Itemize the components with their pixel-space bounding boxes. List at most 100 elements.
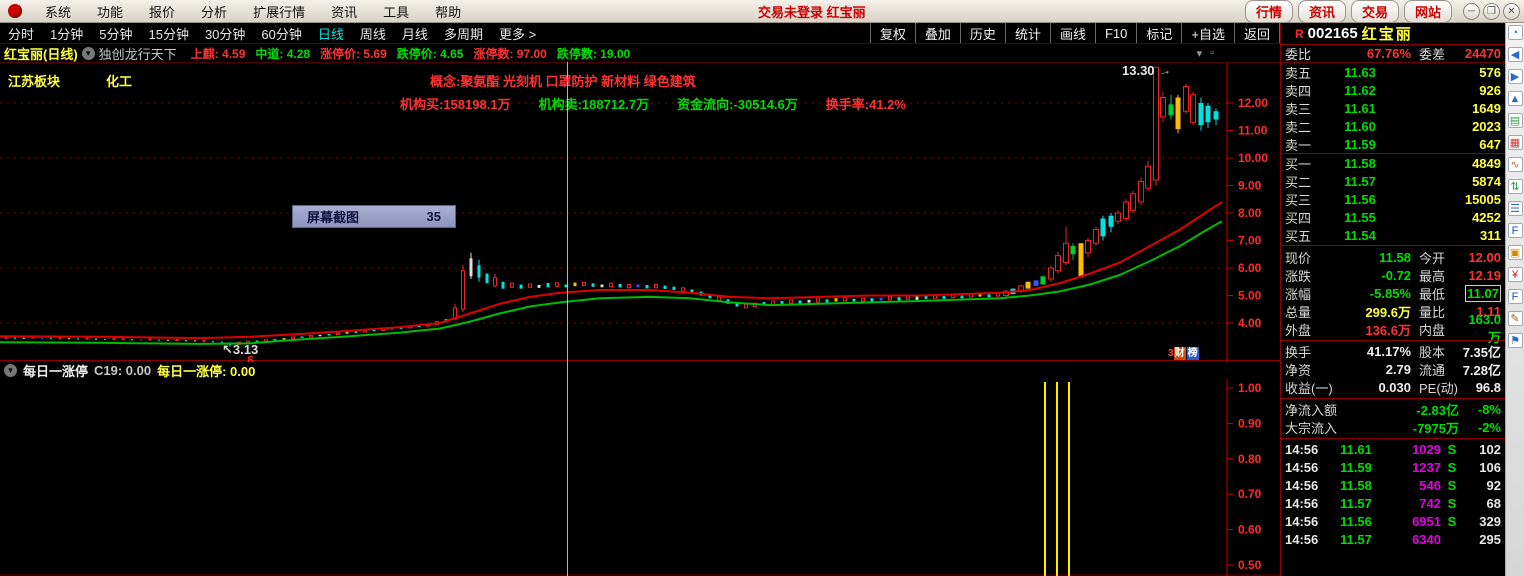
period-tab-1分钟[interactable]: 1分钟 <box>50 26 84 42</box>
calendar-icon[interactable]: ▣ <box>1507 245 1523 260</box>
action-button-复权[interactable]: 复权 <box>869 23 915 43</box>
fund-icon[interactable]: F <box>1507 289 1523 304</box>
level-row[interactable]: 卖三 11.61 1649 <box>1281 99 1505 117</box>
level-row[interactable]: 卖一 11.59 647 <box>1281 135 1505 153</box>
period-tab-周线[interactable]: 周线 <box>359 26 386 42</box>
sector-tag[interactable]: 化工 <box>106 74 133 89</box>
period-tab-15分钟[interactable]: 15分钟 <box>148 26 189 42</box>
level-row[interactable]: 卖四 11.62 926 <box>1281 81 1505 99</box>
candle <box>345 332 349 334</box>
period-tab-5分钟[interactable]: 5分钟 <box>99 26 133 42</box>
level-volume: 5874 <box>1472 173 1501 189</box>
menu-资讯[interactable]: 资讯 <box>331 4 358 20</box>
restore-button[interactable]: ❐ <box>1483 2 1500 20</box>
menu-工具[interactable]: 工具 <box>383 4 410 20</box>
report-icon[interactable]: ▤ <box>1507 113 1523 128</box>
sub-indicator-chart[interactable]: 1.00 0.90 0.80 0.70 0.60 0.50 <box>0 379 1280 576</box>
indicator-name[interactable]: 独创龙行天下 <box>98 46 177 62</box>
f10-icon[interactable]: F <box>1507 223 1523 238</box>
action-button-标记[interactable]: 标记 <box>1136 23 1181 43</box>
action-button-画线[interactable]: 画线 <box>1049 23 1095 43</box>
period-tab-60分钟[interactable]: 60分钟 <box>261 26 302 42</box>
buy-icon[interactable]: ¥ <box>1507 267 1523 282</box>
candle <box>300 336 304 338</box>
tick-row[interactable]: 14:56 11.57 742 S 68 <box>1281 494 1505 512</box>
main-candle-chart[interactable]: 12.00 11.00 10.00 9.00 8.00 7.00 6.00 5.00 4.00 … <box>0 62 1280 368</box>
sub-axis-label: 0.90 <box>1238 416 1262 430</box>
period-tab-月线[interactable]: 月线 <box>401 26 428 42</box>
minimize-button[interactable]: ─ <box>1463 2 1480 20</box>
menu-系统[interactable]: 系统 <box>45 4 72 20</box>
action-button-+自选[interactable]: +自选 <box>1181 23 1234 43</box>
menu-帮助[interactable]: 帮助 <box>435 4 462 20</box>
chart-header: 红宝丽(日线) ▾ 独创龙行天下 上麒: 4.59 中道: 4.28 涨停价: 5.… <box>0 44 1280 62</box>
quote-stock-header[interactable]: R 002165 红宝丽 <box>1281 23 1505 45</box>
news-icon[interactable]: ✎ <box>1507 311 1523 326</box>
stat-label: PE(动) <box>1419 380 1459 396</box>
stat-value: 96.8 <box>1475 379 1501 395</box>
period-tab-多周期[interactable]: 多周期 <box>443 26 483 42</box>
board-icon[interactable]: ☰ <box>1507 201 1523 216</box>
tick-row[interactable]: 14:56 11.58 546 S 92 <box>1281 476 1505 494</box>
close-button[interactable]: ✕ <box>1503 2 1520 20</box>
level-row[interactable]: 买五 11.54 311 <box>1281 226 1505 244</box>
up-icon[interactable]: ▲ <box>1507 91 1523 106</box>
action-button-统计[interactable]: 统计 <box>1004 23 1050 43</box>
compare-icon[interactable]: ⇅ <box>1507 179 1523 194</box>
nav-button-资讯[interactable]: 资讯 <box>1297 0 1346 23</box>
action-button-返回[interactable]: 返回 <box>1233 23 1280 43</box>
back-icon[interactable]: ◀ <box>1507 47 1523 62</box>
chevron-down-icon[interactable]: ▾ <box>81 46 95 60</box>
action-button-叠加[interactable]: 叠加 <box>914 23 960 43</box>
sector-tag[interactable]: 江苏板块 <box>8 74 61 89</box>
candle <box>131 339 133 341</box>
tick-row[interactable]: 14:56 11.61 1029 S 102 <box>1281 440 1505 458</box>
tick-list[interactable]: 14:56 11.61 1029 S 102 14:56 11.59 1237 S 106 14:5… <box>1281 439 1505 548</box>
screenshot-tooltip[interactable]: 屏幕截图 35 <box>292 205 456 228</box>
chevron-down-icon[interactable]: ▾ <box>4 364 17 377</box>
action-button-F10[interactable]: F10 <box>1094 23 1136 43</box>
sub-indicator-name[interactable]: 每日一涨停 <box>23 364 89 379</box>
tick-row[interactable]: 14:56 11.56 6951 S 329 <box>1281 512 1505 530</box>
nav-button-网站[interactable]: 网站 <box>1403 0 1452 23</box>
menu-功能[interactable]: 功能 <box>97 4 124 20</box>
candle <box>112 337 116 340</box>
period-tab-分时[interactable]: 分时 <box>8 26 35 42</box>
pane-collapse-icon[interactable]: ▾ <box>1196 47 1203 60</box>
candle <box>1160 92 1166 123</box>
candle <box>906 295 910 300</box>
sub-chart-svg: 1.00 0.90 0.80 0.70 0.60 0.50 <box>0 379 1280 576</box>
candle <box>158 339 160 341</box>
menu-报价[interactable]: 报价 <box>149 4 176 20</box>
menu-扩展行情[interactable]: 扩展行情 <box>253 4 306 20</box>
candle <box>888 296 892 301</box>
fund-flow-line: 机构买:158198.1万 机构卖:188712.7万 资金流向:-30514.6万… <box>400 94 906 113</box>
forward-icon[interactable]: ▶ <box>1507 69 1523 84</box>
tick-row[interactable]: 14:56 11.57 6340 295 <box>1281 530 1505 548</box>
menu-分析[interactable]: 分析 <box>201 4 228 20</box>
level-volume: 647 <box>1479 136 1501 152</box>
tick-row[interactable]: 14:56 11.59 1237 S 106 <box>1281 458 1505 476</box>
pin-panel-icon[interactable]: ◔ <box>1507 25 1523 40</box>
price-axis-label: 11.00 <box>1238 124 1268 138</box>
tick-price: 11.57 <box>1340 531 1372 547</box>
quote-list-icon[interactable]: ▦ <box>1507 135 1523 150</box>
level-row[interactable]: 买三 11.56 15005 <box>1281 190 1505 208</box>
flag-icon[interactable]: ⚑ <box>1507 333 1523 348</box>
pane-maximize-icon[interactable]: ▫ <box>1210 46 1214 59</box>
nav-button-交易[interactable]: 交易 <box>1350 0 1399 23</box>
action-button-历史[interactable]: 历史 <box>959 23 1005 43</box>
level-label: 买五 <box>1285 228 1312 244</box>
period-tab-日线[interactable]: 日线 <box>317 26 344 42</box>
watermark-logo: 3 财 榜 <box>1168 347 1199 360</box>
level-row[interactable]: 卖二 11.60 2023 <box>1281 117 1505 135</box>
trend-icon[interactable]: ∿ <box>1507 157 1523 172</box>
level-row[interactable]: 卖五 11.63 576 <box>1281 63 1505 81</box>
level-row[interactable]: 买四 11.55 4252 <box>1281 208 1505 226</box>
nav-button-行情[interactable]: 行情 <box>1244 0 1293 23</box>
level-row[interactable]: 买一 11.58 4849 <box>1281 154 1505 172</box>
more-periods-button[interactable]: 更多 > <box>498 26 537 42</box>
tick-count: 295 <box>1479 531 1501 547</box>
period-tab-30分钟[interactable]: 30分钟 <box>204 26 246 42</box>
level-row[interactable]: 买二 11.57 5874 <box>1281 172 1505 190</box>
